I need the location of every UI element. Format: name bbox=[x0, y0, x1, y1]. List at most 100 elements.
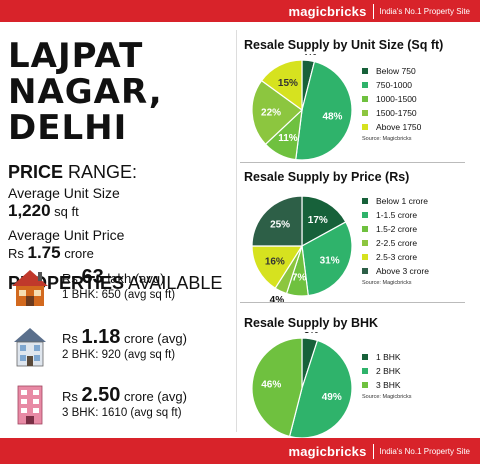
property-item-3bhk: Rs 2.50 crore (avg) 3 BHK: 1610 (avg sq … bbox=[10, 384, 230, 430]
chart-panel-price: Resale Supply by Price (Rs) 17% 31% 7% 4% 16… bbox=[240, 170, 476, 302]
legend-item: 2-2.5 crore bbox=[362, 236, 429, 250]
slice-label-2: 31% bbox=[320, 256, 340, 267]
price-prefix: Rs bbox=[62, 331, 82, 346]
slice-label-5: 15% bbox=[278, 78, 298, 89]
property-detail: 3 BHK: 1610 (avg sq ft) bbox=[62, 407, 182, 419]
unit-price-value: Rs 1.75 crore bbox=[8, 243, 233, 263]
brand-tagline: India's No.1 Property Site bbox=[379, 446, 470, 456]
legend-label: Below 750 bbox=[376, 66, 416, 76]
legend-swatch bbox=[362, 110, 368, 116]
price-suffix: crore (avg) bbox=[120, 389, 187, 404]
horizontal-divider bbox=[240, 162, 465, 163]
legend-swatch bbox=[362, 240, 368, 246]
slice-label-1: 17% bbox=[308, 215, 328, 226]
legend-bhk: 1 BHK 2 BHK 3 BHK Source: Magicbricks bbox=[362, 350, 412, 400]
pie-slice-6 bbox=[251, 195, 303, 247]
bottom-banner: magicbricks India's No.1 Property Site bbox=[0, 438, 480, 464]
villa-icon bbox=[14, 328, 46, 367]
top-banner: magicbricks India's No.1 Property Site bbox=[0, 0, 480, 22]
legend-item: 1000-1500 bbox=[362, 92, 421, 106]
property-detail: 1 BHK: 650 (avg sq ft) bbox=[62, 289, 176, 301]
legend-unit-size: Below 750 750-1000 1000-1500 1500-1750 Above… bbox=[362, 64, 421, 142]
legend-item: 1500-1750 bbox=[362, 106, 421, 120]
horizontal-divider bbox=[240, 302, 465, 303]
slice-label-1: 5% bbox=[304, 332, 319, 336]
legend-swatch bbox=[362, 268, 368, 274]
vertical-divider bbox=[236, 30, 237, 432]
slice-label-4: 4% bbox=[270, 295, 285, 302]
pie-chart-bhk: 5% 49% 46% bbox=[251, 332, 353, 439]
slice-label-2: 49% bbox=[322, 392, 342, 403]
slice-label-6: 25% bbox=[270, 220, 290, 231]
location-line2: DELHI bbox=[8, 108, 128, 148]
price-range-heading-rest: RANGE: bbox=[63, 162, 138, 182]
price-suffix: crore (avg) bbox=[120, 331, 187, 346]
chart-panel-bhk: Resale Supply by BHK 5% 49% 46% 1 BHK 2 BHK… bbox=[240, 316, 476, 439]
apartment-icon bbox=[17, 385, 43, 425]
slice-label-4: 22% bbox=[261, 107, 281, 118]
legend-label: 1-1.5 crore bbox=[376, 210, 418, 220]
legend-item: 2 BHK bbox=[362, 364, 412, 378]
brand: magicbricks India's No.1 Property Site bbox=[288, 0, 470, 22]
location-line1: LAJPAT NAGAR, bbox=[8, 36, 163, 112]
brand: magicbricks India's No.1 Property Site bbox=[288, 438, 470, 464]
legend-swatch bbox=[362, 254, 368, 260]
pie-slice-1 bbox=[301, 195, 347, 248]
pie-slice-2 bbox=[288, 339, 353, 439]
chart-title: Resale Supply by BHK bbox=[244, 316, 379, 330]
brand-logo: magicbricks bbox=[288, 443, 374, 459]
pie-slice-5 bbox=[260, 59, 303, 112]
brand-tagline: India's No.1 Property Site bbox=[379, 6, 470, 16]
legend-label: 2 BHK bbox=[376, 366, 401, 376]
property-detail: 2 BHK: 920 (avg sq ft) bbox=[62, 349, 176, 361]
legend-label: Above 3 crore bbox=[376, 266, 429, 276]
legend-item: 1.5-2 crore bbox=[362, 222, 429, 236]
legend-item: 2.5-3 crore bbox=[362, 250, 429, 264]
slice-label-1: 4% bbox=[302, 54, 317, 58]
legend-price: Below 1 crore 1-1.5 crore 1.5-2 crore 2-2.5… bbox=[362, 194, 429, 286]
legend-item: Above 3 crore bbox=[362, 264, 429, 278]
source-label: Source: Magicbricks bbox=[362, 280, 412, 286]
legend-item: 3 BHK bbox=[362, 378, 412, 392]
price-range-heading: PRICE RANGE: bbox=[8, 162, 233, 183]
legend-label: Above 1750 bbox=[376, 122, 422, 132]
price-amount: 1.18 bbox=[81, 326, 121, 348]
price-range-heading-bold: PRICE bbox=[8, 162, 64, 182]
left-panel: LAJPAT NAGAR, DELHI PRICE RANGE: Average… bbox=[8, 38, 233, 294]
chart-panel-unit-size: Resale Supply by Unit Size (Sq ft) 4% 48%… bbox=[240, 38, 476, 161]
unit-price-label: Average Unit Price bbox=[8, 227, 125, 243]
slice-label-3: 46% bbox=[261, 380, 281, 391]
price-prefix: Rs bbox=[62, 271, 82, 286]
legend-item: 1-1.5 crore bbox=[362, 208, 429, 222]
legend-swatch bbox=[362, 354, 368, 360]
pie-slice-2 bbox=[295, 60, 353, 161]
legend-label: 2.5-3 crore bbox=[376, 252, 418, 262]
legend-label: 2-2.5 crore bbox=[376, 238, 418, 248]
legend-label: 1 BHK bbox=[376, 352, 401, 362]
legend-swatch bbox=[362, 368, 368, 374]
unit-size-unit: sq ft bbox=[50, 204, 79, 219]
slice-label-5: 16% bbox=[265, 256, 285, 267]
house-icon bbox=[12, 270, 48, 306]
chart-title: Resale Supply by Price (Rs) bbox=[244, 170, 410, 184]
properties-heading-rest: AVAILABLE bbox=[124, 273, 223, 293]
price-amount: 63 bbox=[81, 266, 104, 288]
legend-swatch bbox=[362, 68, 368, 74]
legend-item: Above 1750 bbox=[362, 120, 421, 134]
legend-label: 3 BHK bbox=[376, 380, 401, 390]
legend-swatch bbox=[362, 382, 368, 388]
legend-label: Below 1 crore bbox=[376, 196, 428, 206]
slice-label-3: 11% bbox=[278, 133, 298, 144]
legend-swatch bbox=[362, 226, 368, 232]
chart-title: Resale Supply by Unit Size (Sq ft) bbox=[244, 38, 444, 52]
legend-item: 1 BHK bbox=[362, 350, 412, 364]
price-suffix: lakh (avg) bbox=[103, 271, 165, 286]
legend-swatch bbox=[362, 96, 368, 102]
unit-size-label: Average Unit Size bbox=[8, 185, 120, 201]
pie-slice-5 bbox=[251, 245, 304, 290]
property-item-1bhk: Rs 63 lakh (avg) 1 BHK: 650 (avg sq ft) bbox=[10, 266, 230, 312]
legend-item: Below 1 crore bbox=[362, 194, 429, 208]
source-label: Source: Magicbricks bbox=[362, 136, 412, 142]
legend-swatch bbox=[362, 212, 368, 218]
pie-slice-3 bbox=[251, 337, 303, 438]
